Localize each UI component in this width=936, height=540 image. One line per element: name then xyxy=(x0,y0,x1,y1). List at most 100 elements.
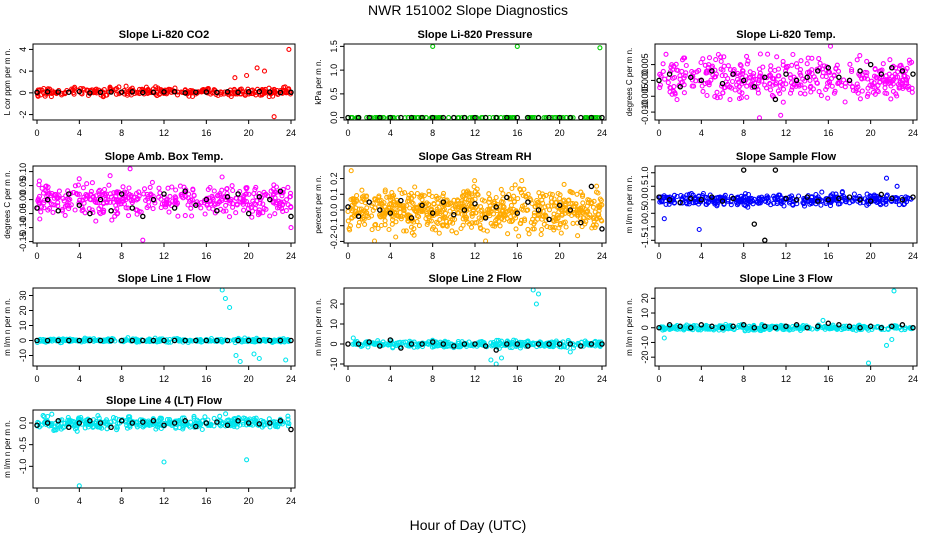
data-point xyxy=(143,197,149,203)
y-tick-label: 10 xyxy=(329,319,339,329)
data-point xyxy=(107,191,113,197)
data-point xyxy=(551,211,557,217)
y-axis-label: m l/m n per m n. xyxy=(625,176,634,234)
data-point xyxy=(714,95,720,101)
data-point xyxy=(149,179,155,185)
data-point xyxy=(557,222,563,228)
hourly-mean-point xyxy=(398,197,404,204)
panel-title: Slope Line 3 Flow xyxy=(740,273,833,285)
data-point xyxy=(393,212,399,218)
data-point xyxy=(443,222,449,229)
data-point xyxy=(827,69,833,75)
data-point xyxy=(109,217,115,223)
data-point xyxy=(411,193,417,199)
data-point xyxy=(425,219,431,225)
hourly-mean-point xyxy=(214,89,220,96)
data-point xyxy=(241,193,247,199)
data-point xyxy=(551,227,557,233)
hourly-mean-point xyxy=(129,89,136,95)
hourly-mean-point xyxy=(740,167,747,173)
data-point xyxy=(466,190,472,196)
data-point xyxy=(234,202,240,208)
x-tick-label: 8 xyxy=(741,374,746,384)
data-point xyxy=(391,201,398,207)
data-point xyxy=(84,181,90,187)
hourly-mean-point xyxy=(118,89,125,95)
x-tick-label: 20 xyxy=(866,128,876,138)
data-point xyxy=(226,92,232,98)
data-point xyxy=(719,73,725,79)
outlier-point xyxy=(219,287,225,293)
y-axis-label: m l/m n per m n. xyxy=(3,298,12,356)
hourly-mean-point xyxy=(578,219,584,226)
data-point xyxy=(270,192,276,198)
data-point xyxy=(839,189,845,195)
data-point xyxy=(755,86,761,92)
data-point xyxy=(523,194,529,200)
data-point xyxy=(444,197,450,203)
data-point xyxy=(819,73,826,79)
hourly-mean-point xyxy=(34,422,40,428)
data-point xyxy=(397,209,403,216)
data-point xyxy=(430,224,437,230)
data-point xyxy=(174,92,181,98)
data-point xyxy=(229,183,235,189)
data-point xyxy=(106,89,112,95)
x-tick-label: 20 xyxy=(555,251,565,261)
data-point xyxy=(681,90,687,96)
hourly-mean-point xyxy=(772,96,779,103)
data-point xyxy=(250,198,256,204)
hourly-mean-point xyxy=(108,208,114,214)
data-point xyxy=(212,201,218,207)
data-point xyxy=(93,218,99,224)
data-point xyxy=(767,81,773,87)
x-tick-label: 4 xyxy=(388,128,393,138)
data-point xyxy=(173,187,179,193)
data-point xyxy=(382,187,388,193)
panel-co2: Slope Li-820 CO2 L cor ppm per m n. 0 4 8 12 1… xyxy=(3,29,296,138)
hourly-mean-point xyxy=(783,71,789,77)
data-point xyxy=(771,76,777,82)
x-tick-label: 24 xyxy=(286,374,296,384)
data-point xyxy=(906,57,912,63)
data-point xyxy=(594,183,600,189)
outlier-point xyxy=(371,238,378,244)
x-tick-label: 8 xyxy=(119,374,124,384)
hourly-mean-point xyxy=(150,89,157,96)
data-point xyxy=(72,207,78,213)
outlier-point xyxy=(430,43,436,49)
data-point xyxy=(904,77,910,83)
data-point xyxy=(249,214,255,220)
data-point xyxy=(150,86,156,92)
data-point xyxy=(767,87,774,93)
data-point xyxy=(121,196,127,202)
data-point xyxy=(823,86,829,93)
data-point xyxy=(893,91,899,97)
data-point xyxy=(448,200,454,206)
data-point xyxy=(271,86,277,92)
data-point xyxy=(121,201,127,207)
y-tick-label: -2 xyxy=(18,111,28,119)
data-point xyxy=(126,191,132,197)
data-point xyxy=(165,185,171,191)
hourly-mean-point xyxy=(825,320,832,327)
data-point xyxy=(586,214,592,221)
x-tick-label: 16 xyxy=(201,374,211,384)
data-point xyxy=(745,58,751,64)
data-point xyxy=(55,203,61,209)
data-point xyxy=(774,54,780,60)
data-point xyxy=(713,71,719,77)
outlier-point xyxy=(883,342,890,348)
data-point xyxy=(440,193,446,199)
x-tick-label: 4 xyxy=(77,496,82,506)
data-point xyxy=(880,61,886,67)
data-point xyxy=(471,184,477,190)
data-point xyxy=(504,208,510,214)
hourly-mean-point xyxy=(66,424,72,431)
data-point xyxy=(748,74,754,80)
panel-line3: Slope Line 3 Flow m l/m n per m n. 0 4 8 12 16… xyxy=(625,273,918,384)
hourly-mean-point xyxy=(118,418,125,424)
hourly-mean-point xyxy=(140,89,146,96)
hourly-mean-point xyxy=(34,89,40,96)
data-point xyxy=(363,193,369,200)
